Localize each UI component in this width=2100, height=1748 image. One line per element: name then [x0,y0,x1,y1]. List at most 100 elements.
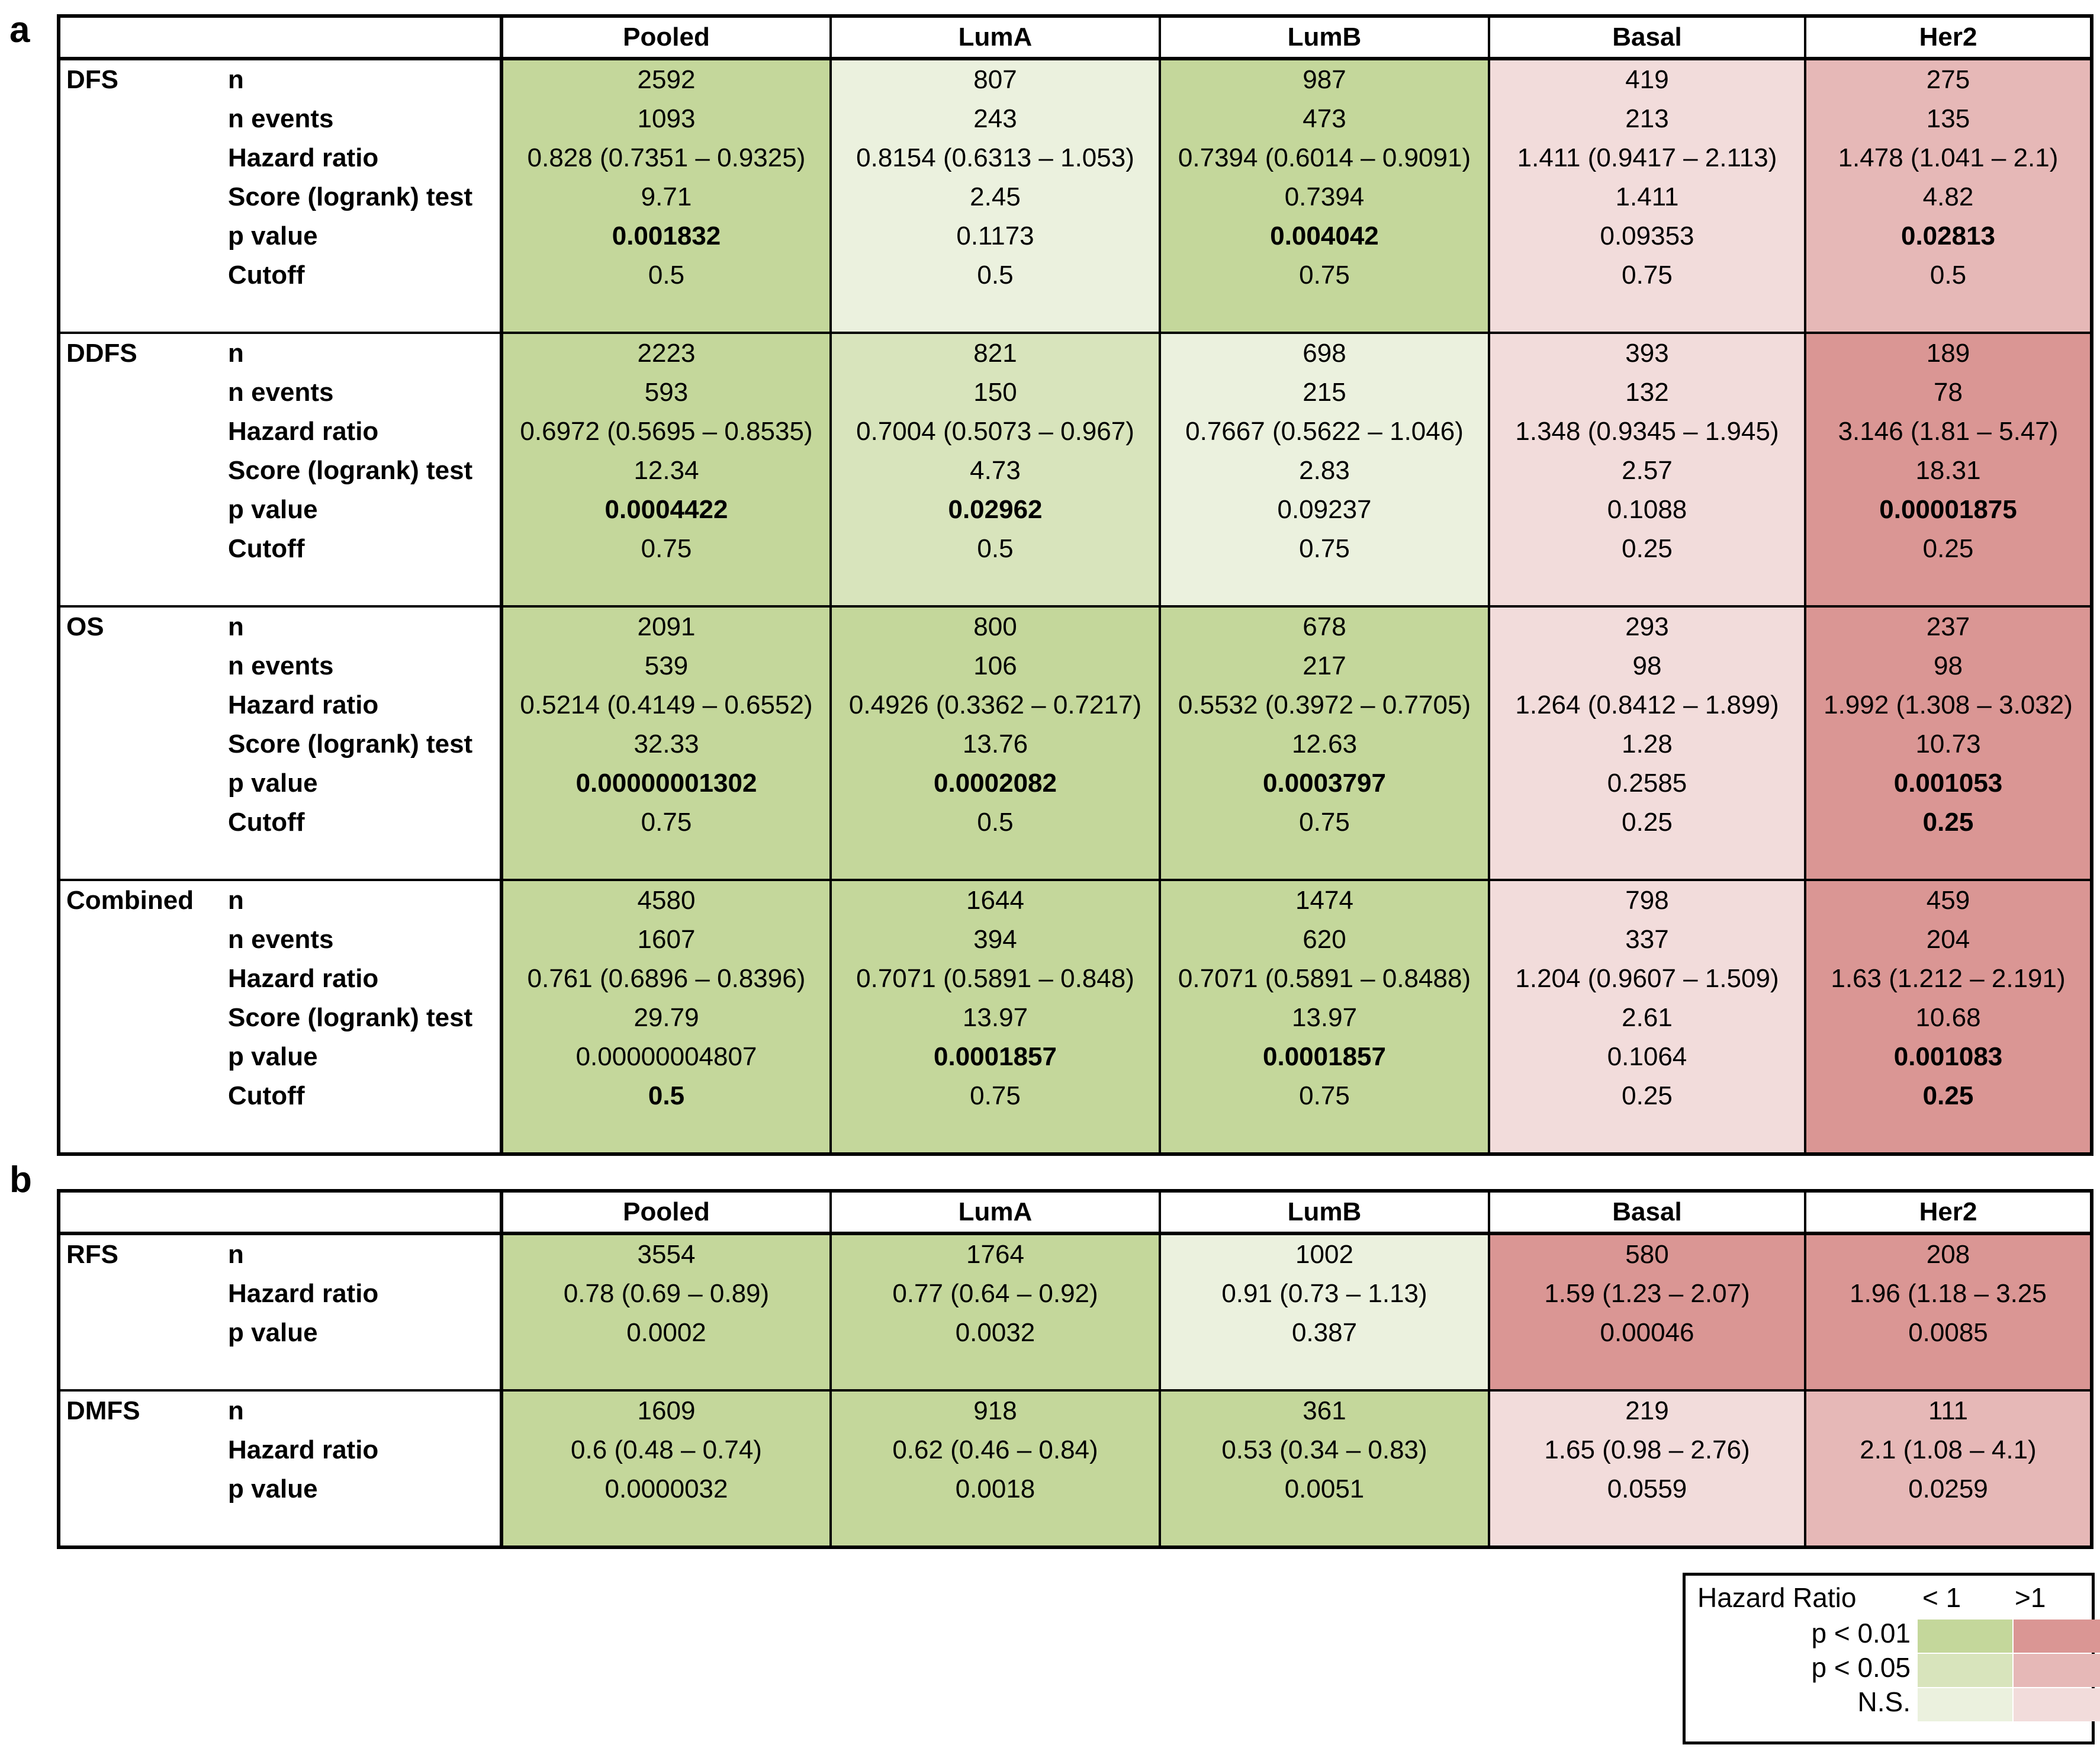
legend-row-label: p < 0.05 [1811,1652,1911,1683]
value-text: 13.97 [1291,1003,1358,1032]
value-text: 0.00001875 [1879,495,2017,524]
legend-title: Hazard Ratio [1697,1582,1857,1613]
column-header: LumB [1159,16,1489,60]
metric-label: Score (logrank) test [228,1003,473,1032]
results-table-a: Pooled LumA LumB Basal Her2 DFS n n events Hazar… [57,14,2093,1156]
value-text: 0.0559 [1607,1474,1687,1503]
value-text: 987 [1303,65,1346,94]
value-text: 0.75 [641,808,692,837]
value-text: 219 [1625,1396,1669,1425]
value-text: 1607 [637,925,696,954]
value-text: 0.0001857 [1263,1042,1386,1071]
value-text: 1.28 [1622,730,1673,759]
metric-label: Score (logrank) test [228,730,473,759]
value-text: 0.0000032 [604,1474,728,1503]
value-text: 1.204 (0.9607 – 1.509) [1515,964,1779,993]
metric-label: Cutoff [228,534,305,563]
value-text: 12.63 [1291,730,1358,759]
section-label: DMFS [66,1396,140,1425]
value-text: 0.77 (0.64 – 0.92) [892,1279,1098,1308]
value-text: 0.001083 [1893,1042,2003,1071]
metric-label: n events [228,104,334,133]
metric-label: n [228,1240,244,1269]
value-text: 0.7394 (0.6014 – 0.9091) [1178,143,1471,172]
value-text: 0.25 [1922,1081,1974,1110]
section-row: DDFS n n events Hazard ratio Score (logrank)… [59,332,2092,606]
section-row: Combined n n events Hazard ratio Score (logr… [59,879,2092,1154]
value-cell: 580 1.59 (1.23 – 2.07) 0.00046 [1488,1233,1805,1390]
value-text: 337 [1625,925,1669,954]
value-text: 2091 [637,612,696,641]
value-text: 3.146 (1.81 – 5.47) [1838,417,2059,446]
value-text: 0.0018 [955,1474,1035,1503]
value-text: 0.0004422 [604,495,728,524]
value-text: 0.02962 [948,495,1043,524]
value-text: 13.76 [962,730,1028,759]
metric-label: n [228,1396,244,1425]
value-text: 0.75 [1299,1081,1350,1110]
column-header: LumA [829,16,1160,60]
value-text: 0.5 [977,534,1014,563]
metric-label: Hazard ratio [228,417,379,446]
value-text: 0.02813 [1900,221,1996,250]
value-text: 1609 [637,1396,696,1425]
value-text: 2592 [637,65,696,94]
value-text: 1002 [1295,1240,1353,1269]
value-text: 0.1088 [1607,495,1687,524]
value-text: 0.5532 (0.3972 – 0.7705) [1178,690,1471,719]
section-row: OS n n events Hazard ratio Score (logrank) t… [59,605,2092,880]
value-text: 10.68 [1915,1003,1981,1032]
value-text: 0.7394 [1284,182,1365,211]
value-text: 0.761 (0.6896 – 0.8396) [527,964,806,993]
value-text: 0.53 (0.34 – 0.83) [1221,1435,1427,1464]
header-blank [59,16,503,60]
value-text: 0.75 [1299,261,1350,290]
value-text: 10.73 [1915,730,1981,759]
value-text: 78 [1934,378,1963,407]
value-text: 217 [1303,651,1346,680]
value-text: 2.61 [1622,1003,1673,1032]
header-blank [59,1191,503,1235]
metric-label: n events [228,651,334,680]
value-text: 0.0051 [1284,1474,1365,1503]
value-text: 213 [1625,104,1669,133]
value-cell: 1474 620 0.7071 (0.5891 – 0.8488) 13.97 0.00… [1159,879,1489,1154]
value-cell: 1002 0.91 (0.73 – 1.13) 0.387 [1159,1233,1489,1390]
legend-swatch-green [1918,1620,2012,1653]
legend-swatch-red [2014,1620,2100,1653]
value-text: 0.001832 [612,221,721,250]
section-row: DFS n n events Hazard ratio Score (logrank) … [59,59,2092,333]
value-cell: 111 2.1 (1.08 – 4.1) 0.0259 [1804,1389,2092,1547]
value-text: 2.45 [970,182,1021,211]
value-cell: 4580 1607 0.761 (0.6896 – 0.8396) 29.79 0.00… [500,879,831,1154]
value-cell: 361 0.53 (0.34 – 0.83) 0.0051 [1159,1389,1489,1547]
value-text: 0.5 [1929,261,1967,290]
value-text: 0.6972 (0.5695 – 0.8535) [520,417,813,446]
value-text: 0.5 [648,1081,685,1110]
value-cell: 3554 0.78 (0.69 – 0.89) 0.0002 [500,1233,831,1390]
value-text: 361 [1303,1396,1346,1425]
value-text: 0.09237 [1277,495,1372,524]
value-text: 2.1 (1.08 – 4.1) [1860,1435,2037,1464]
value-text: 1764 [966,1240,1024,1269]
value-text: 1644 [966,886,1024,915]
value-text: 0.0002 [626,1318,706,1347]
metric-label: p value [228,769,318,798]
metric-label: Hazard ratio [228,964,379,993]
value-cell: 1644 394 0.7071 (0.5891 – 0.848) 13.97 0.000… [829,879,1160,1154]
value-cell: 208 1.96 (1.18 – 3.25 0.0085 [1804,1233,2092,1390]
value-text: 798 [1625,886,1669,915]
hazard-ratio-legend: Hazard Ratio < 1 >1 p < 0.01 p < 0.05 N.S. [1683,1573,2100,1744]
value-text: 0.001053 [1893,769,2003,798]
value-cell: 821 150 0.7004 (0.5073 – 0.967) 4.73 0.02962… [829,332,1160,606]
value-text: 4.82 [1922,182,1974,211]
value-text: 1.348 (0.9345 – 1.945) [1515,417,1779,446]
value-text: 243 [973,104,1017,133]
metric-label: p value [228,1474,318,1503]
value-cell: 459 204 1.63 (1.212 – 2.191) 10.68 0.001083 0… [1804,879,2092,1154]
column-header: LumA [829,1191,1160,1235]
value-text: 98 [1934,651,1963,680]
value-text: 800 [973,612,1017,641]
value-text: 0.25 [1922,808,1974,837]
value-text: 275 [1926,65,1970,94]
